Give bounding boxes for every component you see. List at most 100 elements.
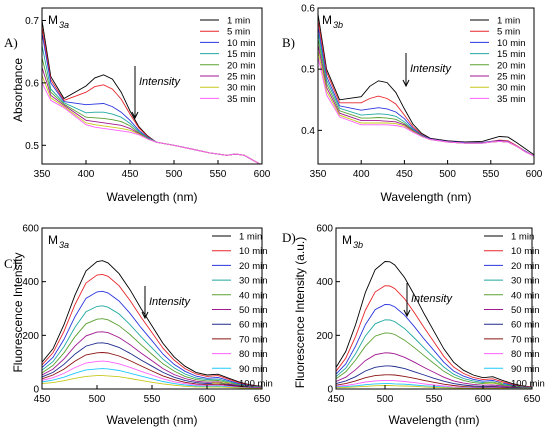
- intensity-annotation-1: Intensity: [410, 63, 452, 75]
- sample-label-2: M: [48, 233, 58, 247]
- sample-subscript-2: 3a: [59, 240, 69, 250]
- series-line-1-7: [318, 56, 534, 157]
- legend-label-2-0: 1 min: [239, 232, 262, 243]
- legend-label-3-0: 1 min: [511, 232, 534, 243]
- sample-subscript-3: 3b: [353, 240, 363, 250]
- series-line-3-2: [336, 304, 532, 388]
- panel-letter-1: B): [282, 35, 295, 50]
- legend-label-3-10: 100 min: [511, 379, 545, 390]
- series-line-3-5: [336, 352, 532, 389]
- series-line-3-1: [336, 285, 532, 388]
- x-tick-label-3-2: 550: [426, 394, 443, 405]
- legend-label-1-4: 20 min: [497, 60, 526, 71]
- legend-label-3-1: 10 min: [511, 246, 540, 257]
- legend-label-2-8: 80 min: [239, 349, 268, 360]
- y-tick-label-1-0: 0.4: [301, 126, 315, 137]
- x-tick-label-0-3: 500: [166, 169, 183, 180]
- series-line-2-4: [42, 318, 262, 388]
- series-line-2-0: [42, 260, 262, 387]
- series-line-2-2: [42, 290, 262, 388]
- legend-label-3-6: 60 min: [511, 320, 540, 331]
- legend-label-0-4: 20 min: [227, 60, 256, 71]
- x-tick-label-1-1: 400: [353, 169, 370, 180]
- legend-label-1-3: 15 min: [497, 49, 526, 60]
- y-axis-title-2: Fluorescence Intensity: [11, 252, 25, 372]
- legend-label-3-9: 90 min: [511, 364, 540, 375]
- y-axis-title-0: Absorbance: [11, 58, 25, 122]
- panel-letter-0: A): [4, 35, 18, 50]
- intensity-arrow-head-2: [141, 311, 149, 320]
- sample-label-3: M: [342, 233, 352, 247]
- x-tick-label-0-4: 550: [210, 169, 227, 180]
- legend-label-2-9: 90 min: [239, 364, 268, 375]
- sample-subscript-0: 3a: [59, 20, 69, 30]
- x-tick-label-2-2: 550: [144, 394, 161, 405]
- x-axis-title-0: Wavelength (nm): [107, 190, 198, 204]
- legend-label-1-0: 1 min: [497, 16, 520, 27]
- x-tick-label-3-0: 450: [328, 394, 345, 405]
- y-tick-label-3-0: 0: [327, 385, 333, 396]
- intensity-arrow-head-3: [403, 309, 411, 318]
- legend-label-0-2: 10 min: [227, 38, 256, 49]
- y-tick-label-0-0: 0.5: [25, 141, 39, 152]
- series-line-3-0: [336, 261, 532, 388]
- legend-label-0-5: 25 min: [227, 72, 256, 83]
- series-line-1-0: [318, 14, 534, 156]
- x-axis-title-1: Wavelength (nm): [381, 190, 472, 204]
- legend-label-3-8: 80 min: [511, 349, 540, 360]
- series-line-1-1: [318, 20, 534, 157]
- legend-label-2-6: 60 min: [239, 320, 268, 331]
- legend-label-0-6: 30 min: [227, 83, 256, 94]
- series-line-3-7: [336, 374, 532, 389]
- series-line-2-10: [42, 375, 262, 389]
- plot-frame-3: [335, 227, 533, 390]
- y-tick-label-3-1: 200: [316, 331, 333, 342]
- sample-label-0: M: [48, 13, 58, 27]
- x-tick-label-3-1: 500: [377, 394, 394, 405]
- y-tick-label-2-3: 600: [22, 224, 39, 235]
- y-axis-title-3: Fluorescence Intensity (a.u.): [293, 237, 307, 388]
- x-tick-label-2-3: 600: [199, 394, 216, 405]
- intensity-annotation-3: Intensity: [411, 293, 453, 305]
- legend-label-3-4: 40 min: [511, 290, 540, 301]
- series-line-2-7: [42, 352, 262, 389]
- legend-label-2-4: 40 min: [239, 290, 268, 301]
- legend-label-0-7: 35 min: [227, 94, 256, 105]
- legend-label-2-2: 20 min: [239, 261, 268, 272]
- legend-label-2-5: 50 min: [239, 305, 268, 316]
- legend-label-2-10: 100 min: [239, 379, 273, 390]
- plot-frame-1: [317, 7, 535, 165]
- panel-letter-3: D): [282, 230, 296, 245]
- legend-label-0-3: 15 min: [227, 49, 256, 60]
- y-tick-label-0-1: 0.6: [25, 78, 39, 89]
- intensity-arrow-head-1: [402, 79, 410, 88]
- plot-frame-2: [41, 227, 263, 390]
- y-tick-label-2-2: 400: [22, 277, 39, 288]
- x-tick-label-1-5: 600: [526, 169, 543, 180]
- series-line-3-4: [336, 332, 532, 389]
- legend-label-1-2: 10 min: [497, 38, 526, 49]
- intensity-arrow-head-0: [131, 111, 139, 120]
- series-line-2-9: [42, 368, 262, 389]
- series-line-2-6: [42, 342, 262, 389]
- intensity-annotation-0: Intensity: [139, 76, 181, 88]
- series-line-2-3: [42, 305, 262, 388]
- y-tick-label-3-3: 600: [316, 224, 333, 235]
- x-tick-label-1-0: 350: [310, 169, 327, 180]
- legend-label-0-1: 5 min: [227, 27, 250, 38]
- legend-label-2-1: 10 min: [239, 246, 268, 257]
- legend-label-2-3: 30 min: [239, 276, 268, 287]
- sample-subscript-1: 3b: [333, 20, 343, 30]
- legend-label-0-0: 1 min: [227, 16, 250, 27]
- legend-label-3-2: 20 min: [511, 261, 540, 272]
- y-tick-label-2-0: 0: [33, 385, 39, 396]
- x-axis-title-2: Wavelength (nm): [107, 413, 198, 427]
- x-tick-label-1-3: 500: [439, 169, 456, 180]
- y-tick-label-1-2: 0.6: [301, 4, 315, 15]
- panel-letter-2: C): [4, 256, 17, 271]
- sample-label-1: M: [322, 13, 332, 27]
- legend-label-3-7: 70 min: [511, 334, 540, 345]
- x-tick-label-2-0: 450: [34, 394, 51, 405]
- y-tick-label-2-1: 200: [22, 331, 39, 342]
